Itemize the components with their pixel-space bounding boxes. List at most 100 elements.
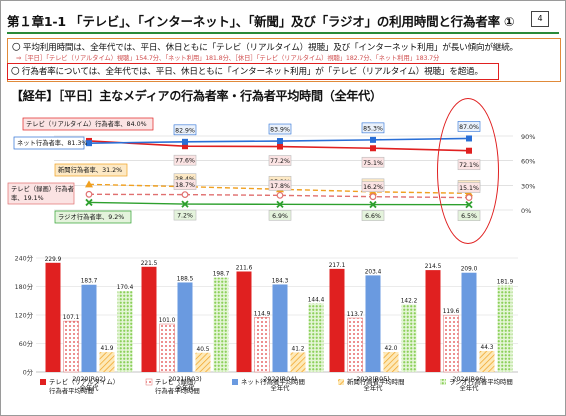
line-series-callout-label-0: テレビ（リアルタイム）行為者率、84.0%: [26, 119, 147, 128]
bar-4-2: [308, 303, 324, 372]
line-series-callout-label-1: ネット行為者率、81.3%: [17, 138, 87, 147]
bar-y-tick-label: 60分: [19, 339, 34, 348]
legend-label-4: ラジオ行為者平均時間: [449, 377, 513, 386]
line-value-label-1-3: 85.3%: [363, 125, 383, 132]
line-point-4-1: [181, 200, 189, 208]
bar-value-label-4-4: 181.9: [497, 280, 514, 286]
line-series-3: [88, 193, 470, 199]
legend-label-0: テレビ（リアルタイム）: [49, 377, 119, 386]
chart-heading: 【経年】［平日］主なメディアの行為者率・行為者平均時間（全年代）: [11, 89, 382, 103]
bar-category-sublabel-4: 全年代: [460, 383, 480, 392]
bar-2-2: [272, 284, 288, 372]
legend-label-1: テレビ（録画）: [155, 377, 200, 386]
line-point-2-0: [85, 180, 93, 188]
summary-box: 〇 平均利用時間は、全年代では、平日、休日ともに「テレビ（リアルタイム）視聴」及…: [7, 38, 561, 82]
line-value-label-3-3: 16.2%: [363, 184, 383, 191]
bar-1-3: [347, 317, 363, 373]
line-series-callout-label-4: ラジオ行為者率、9.2%: [58, 212, 124, 221]
legend-label-0: 行為者平均時間: [49, 386, 94, 395]
line-y-tick-label: 60%: [521, 158, 535, 166]
bar-0-3: [329, 268, 345, 372]
line-series-callout-box-4: [54, 210, 132, 224]
line-value-label-3-2: 17.8%: [270, 183, 290, 190]
bar-value-label-0-4: 214.5: [425, 264, 442, 270]
bar-value-label-0-3: 217.1: [329, 263, 346, 269]
line-series-callout-box-2: [54, 163, 128, 177]
line-series-callout-box-0: [22, 117, 154, 131]
line-point-4-3: [369, 200, 377, 209]
line-value-box-4-2: [268, 210, 292, 221]
bar-1-1: [159, 323, 175, 373]
bar-category-label-0: 2020(R02): [72, 376, 105, 383]
legend-swatch-1: [145, 378, 153, 386]
line-y-tick-label: 30%: [521, 182, 535, 190]
line-point-3-0: [85, 190, 93, 198]
bar-2-1: [177, 282, 193, 372]
bar-value-label-1-4: 119.6: [443, 309, 460, 315]
line-value-box-3-1: [173, 179, 197, 190]
bar-value-label-3-1: 40.5: [197, 347, 210, 353]
legend-label-1: 行為者平均時間: [155, 386, 200, 395]
legend-swatch-3: [338, 379, 344, 385]
page-number: 4: [531, 11, 549, 27]
bar-value-label-1-3: 113.7: [347, 312, 364, 318]
bar-0-4: [425, 270, 441, 372]
bar-value-label-1-2: 114.9: [254, 311, 271, 317]
bar-0-0: [45, 262, 61, 372]
line-point-1-1: [182, 138, 188, 145]
bar-value-label-3-4: 44.3: [481, 345, 494, 351]
legend-swatch-2: [232, 379, 238, 385]
bar-value-label-4-3: 142.2: [401, 298, 418, 304]
line-point-0-2: [277, 143, 283, 150]
bar-category-sublabel-1: 全年代: [176, 383, 196, 392]
bar-category-label-2: 2022(R04): [263, 376, 296, 383]
bar-value-label-4-2: 144.4: [308, 297, 325, 303]
legend-swatch-4: [440, 379, 446, 385]
legend-label-3: 新聞行為者平均時間: [347, 377, 405, 386]
bar-value-label-3-3: 42.0: [385, 346, 398, 352]
bar-value-label-3-2: 41.2: [292, 346, 305, 352]
bar-3-3: [383, 352, 399, 372]
line-value-box-0-3: [361, 156, 385, 168]
bar-category-sublabel-0: 全年代: [80, 383, 100, 392]
line-value-label-4-3: 6.6%: [365, 213, 381, 220]
bar-0-1: [141, 266, 157, 372]
bar-2-4: [461, 272, 477, 372]
line-value-label-3-1: 18.7%: [175, 182, 195, 189]
bar-2-0: [81, 284, 97, 372]
bar-category-label-3: 2023(R05): [356, 376, 389, 383]
line-series-callout-label-3: 率、19.1%: [11, 193, 44, 202]
line-point-4-2: [276, 200, 284, 208]
bar-value-label-4-1: 198.7: [213, 272, 230, 278]
bar-0-2: [236, 271, 252, 372]
bar-value-label-1-0: 107.1: [63, 315, 80, 321]
bar-value-label-0-1: 221.5: [141, 261, 158, 267]
bar-3-0: [99, 352, 115, 372]
title-rule: [7, 32, 559, 34]
bar-2-3: [365, 275, 381, 372]
bar-3-1: [195, 352, 211, 372]
line-value-label-4-2: 6.9%: [272, 213, 288, 220]
summary-bullet-average-time: 〇 平均利用時間は、全年代では、平日、休日ともに「テレビ（リアルタイム）視聴」及…: [12, 43, 518, 53]
page-title: 第１章1-1 「テレビ」、「インターネット」、「新聞」及び「ラジオ」の利用時間と…: [7, 14, 515, 29]
highlight-ellipse-2024: [437, 98, 499, 244]
bar-4-3: [401, 304, 417, 372]
line-point-3-2: [276, 191, 284, 199]
bar-category-sublabel-2: 全年代: [271, 383, 291, 392]
line-value-label-1-2: 83.9%: [270, 127, 290, 134]
line-point-0-1: [182, 143, 188, 150]
line-y-tick-label: 90%: [521, 133, 535, 141]
line-point-1-0: [86, 140, 92, 147]
bar-1-0: [63, 320, 79, 373]
bar-4-4: [497, 285, 513, 372]
line-point-3-3: [369, 193, 377, 201]
line-point-1-2: [277, 138, 283, 145]
line-y-tick-label: 0%: [521, 207, 531, 215]
bar-value-label-2-4: 209.0: [461, 267, 478, 273]
bar-category-label-4: 2024(R06): [452, 376, 485, 383]
bar-value-label-2-3: 203.4: [365, 269, 382, 275]
line-series-2: [88, 183, 470, 195]
line-value-box-1-1: [173, 124, 197, 136]
line-point-1-3: [370, 136, 376, 143]
line-value-label-0-1: 77.6%: [175, 158, 195, 165]
